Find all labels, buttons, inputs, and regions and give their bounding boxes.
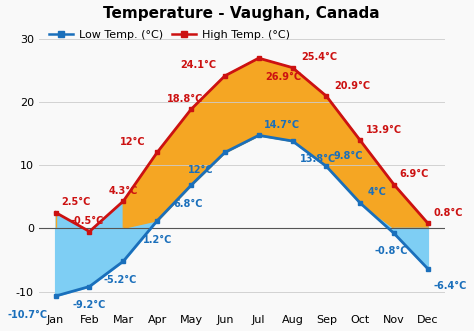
Low Temp. (°C) <box>425 267 431 271</box>
High Temp. (°C) <box>87 229 92 233</box>
Low Temp. (°C) <box>87 285 92 289</box>
Text: 26.9°C: 26.9°C <box>265 72 302 82</box>
Low Temp. (°C) <box>222 150 228 154</box>
Low Temp. (°C) <box>391 231 397 235</box>
Text: -0.5°C: -0.5°C <box>70 216 103 226</box>
High Temp. (°C) <box>425 221 431 225</box>
High Temp. (°C) <box>256 56 262 60</box>
Text: 4.3°C: 4.3°C <box>109 186 138 196</box>
Text: 25.4°C: 25.4°C <box>301 52 337 62</box>
High Temp. (°C) <box>391 183 397 187</box>
Text: 20.9°C: 20.9°C <box>335 80 371 91</box>
Line: High Temp. (°C): High Temp. (°C) <box>53 56 430 234</box>
Text: 6.8°C: 6.8°C <box>173 199 203 209</box>
Line: Low Temp. (°C): Low Temp. (°C) <box>53 133 430 299</box>
High Temp. (°C) <box>155 150 160 154</box>
High Temp. (°C) <box>120 199 126 203</box>
Low Temp. (°C) <box>324 165 329 168</box>
High Temp. (°C) <box>53 211 58 214</box>
Text: -6.4°C: -6.4°C <box>433 281 467 291</box>
Low Temp. (°C) <box>188 183 194 187</box>
Low Temp. (°C) <box>155 219 160 223</box>
Low Temp. (°C) <box>357 201 363 205</box>
Text: 9.8°C: 9.8°C <box>333 151 363 161</box>
Legend: Low Temp. (°C), High Temp. (°C): Low Temp. (°C), High Temp. (°C) <box>44 26 294 45</box>
Low Temp. (°C) <box>290 139 295 143</box>
Text: -5.2°C: -5.2°C <box>104 275 137 285</box>
Text: 1.2°C: 1.2°C <box>143 235 172 245</box>
Text: 4°C: 4°C <box>367 187 386 198</box>
High Temp. (°C) <box>357 138 363 142</box>
High Temp. (°C) <box>188 108 194 112</box>
Title: Temperature - Vaughan, Canada: Temperature - Vaughan, Canada <box>103 6 380 21</box>
Text: 6.9°C: 6.9°C <box>400 169 429 179</box>
Text: 12°C: 12°C <box>188 165 214 175</box>
Text: 12°C: 12°C <box>120 137 146 147</box>
Text: -0.8°C: -0.8°C <box>374 246 408 256</box>
Low Temp. (°C) <box>53 294 58 298</box>
Text: 24.1°C: 24.1°C <box>181 60 217 70</box>
Text: 2.5°C: 2.5°C <box>61 197 91 207</box>
Low Temp. (°C) <box>256 133 262 137</box>
Text: 13.8°C: 13.8°C <box>300 154 336 164</box>
Text: -9.2°C: -9.2°C <box>73 301 106 310</box>
High Temp. (°C) <box>222 74 228 78</box>
High Temp. (°C) <box>290 66 295 70</box>
Text: 18.8°C: 18.8°C <box>167 94 204 104</box>
Text: 14.7°C: 14.7°C <box>264 120 301 130</box>
High Temp. (°C) <box>324 94 329 98</box>
Low Temp. (°C) <box>120 259 126 263</box>
Text: 0.8°C: 0.8°C <box>433 208 463 218</box>
Text: 13.9°C: 13.9°C <box>366 125 402 135</box>
Text: -10.7°C: -10.7°C <box>7 310 47 320</box>
